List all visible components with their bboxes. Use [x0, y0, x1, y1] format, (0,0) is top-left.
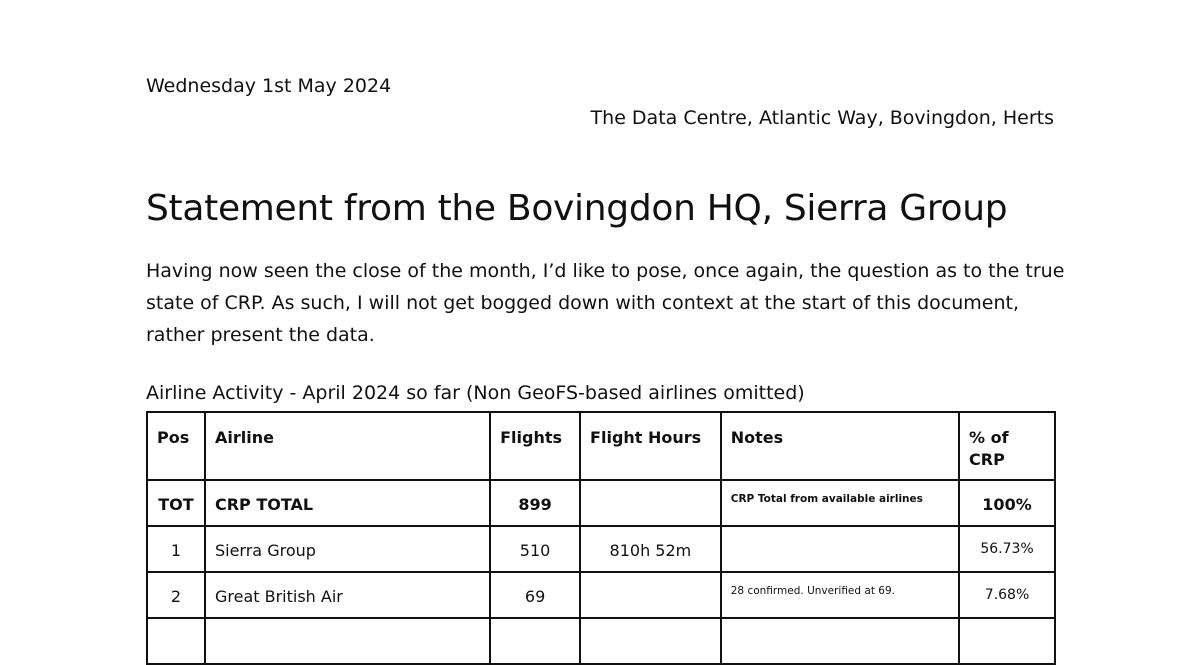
table-row: 1 Sierra Group 510 810h 52m 56.73%: [146, 525, 1056, 573]
cell-pos: TOT: [146, 479, 206, 527]
cell-flights: [489, 617, 582, 665]
document-address: The Data Centre, Atlantic Way, Bovingdon…: [590, 107, 1054, 129]
column-header: Airline: [203, 411, 492, 481]
table-header-row: Pos Airline Flights Flight Hours Notes %…: [146, 411, 1056, 481]
cell-pct: 7.68%: [958, 571, 1056, 619]
cell-hours: 810h 52m: [579, 525, 722, 573]
cell-notes: 28 confirmed. Unverified at 69.: [719, 571, 961, 619]
column-header: % of CRP: [958, 411, 1056, 481]
cell-airline: Great British Air: [203, 571, 492, 619]
cell-airline: Sierra Group: [203, 525, 492, 573]
column-header: Flights: [489, 411, 582, 481]
cell-hours: [579, 571, 722, 619]
cell-pct: 56.73%: [958, 525, 1056, 573]
cell-flights: 510: [489, 525, 582, 573]
cell-flights: 69: [489, 571, 582, 619]
cell-pos: [146, 617, 206, 665]
cell-pct: [958, 617, 1056, 665]
intro-paragraph: Having now seen the close of the month, …: [146, 260, 1065, 346]
cell-notes: CRP Total from available airlines: [719, 479, 961, 527]
airline-activity-table: Pos Airline Flights Flight Hours Notes %…: [146, 411, 1056, 665]
cell-airline: [203, 617, 492, 665]
cell-flights: 899: [489, 479, 582, 527]
cell-notes: [719, 617, 961, 665]
table-caption: Airline Activity - April 2024 so far (No…: [146, 382, 805, 404]
cell-pct: 100%: [958, 479, 1056, 527]
table-row: [146, 617, 1056, 665]
cell-pos: 1: [146, 525, 206, 573]
cell-hours: [579, 479, 722, 527]
page-title: Statement from the Bovingdon HQ, Sierra …: [146, 188, 1008, 229]
cell-pos: 2: [146, 571, 206, 619]
column-header: Flight Hours: [579, 411, 722, 481]
cell-notes: [719, 525, 961, 573]
cell-airline: CRP TOTAL: [203, 479, 492, 527]
table-row: 2 Great British Air 69 28 confirmed. Unv…: [146, 571, 1056, 619]
document-date: Wednesday 1st May 2024: [146, 75, 392, 97]
table-row-total: TOT CRP TOTAL 899 CRP Total from availab…: [146, 479, 1056, 527]
column-header: Notes: [719, 411, 961, 481]
column-header: Pos: [146, 411, 206, 481]
cell-hours: [579, 617, 722, 665]
